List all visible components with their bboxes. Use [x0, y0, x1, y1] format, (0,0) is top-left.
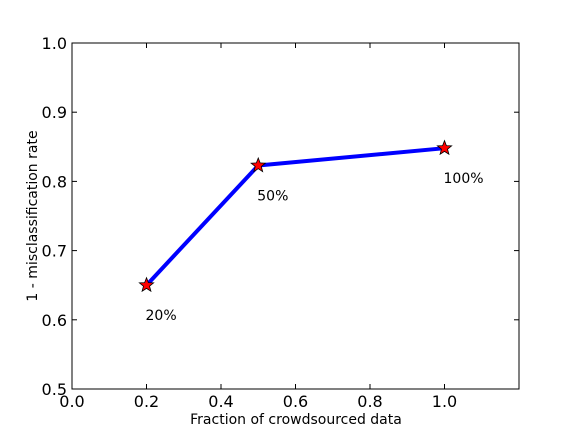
y-tick-label: 0.7 — [42, 242, 67, 261]
x-tick-label: 0.2 — [134, 392, 159, 411]
data-point-star — [138, 276, 155, 293]
y-tick-label: 1.0 — [42, 34, 67, 53]
y-tick-label: 0.9 — [42, 103, 67, 122]
data-point-star — [250, 156, 267, 173]
x-tick-label: 1.0 — [432, 392, 457, 411]
y-tick-label: 0.5 — [42, 380, 67, 399]
x-tick-label: 0.6 — [283, 392, 308, 411]
x-tick-label: 0.4 — [208, 392, 233, 411]
series-layer — [138, 139, 453, 293]
point-annotation: 100% — [444, 171, 484, 187]
y-axis-label: 1 - misclassification rate — [25, 130, 41, 301]
x-tick-label: 0.8 — [357, 392, 382, 411]
y-tick-label: 0.6 — [42, 311, 67, 330]
data-point-star — [436, 139, 453, 156]
x-axis-label: Fraction of crowdsourced data — [190, 412, 402, 428]
x-tick-label: 0.0 — [59, 392, 84, 411]
y-tick-label: 0.8 — [42, 172, 67, 191]
y-axis-ticks: 0.5 0.6 0.7 0.8 0.9 1.0 — [42, 34, 519, 399]
x-axis-ticks: 0.0 0.2 0.4 0.6 0.8 1.0 — [59, 43, 457, 411]
point-annotation: 20% — [146, 308, 177, 324]
point-annotation: 50% — [257, 188, 288, 204]
plot-area — [71, 42, 520, 390]
annotation-layer: 20% 50% 100% — [146, 171, 484, 324]
